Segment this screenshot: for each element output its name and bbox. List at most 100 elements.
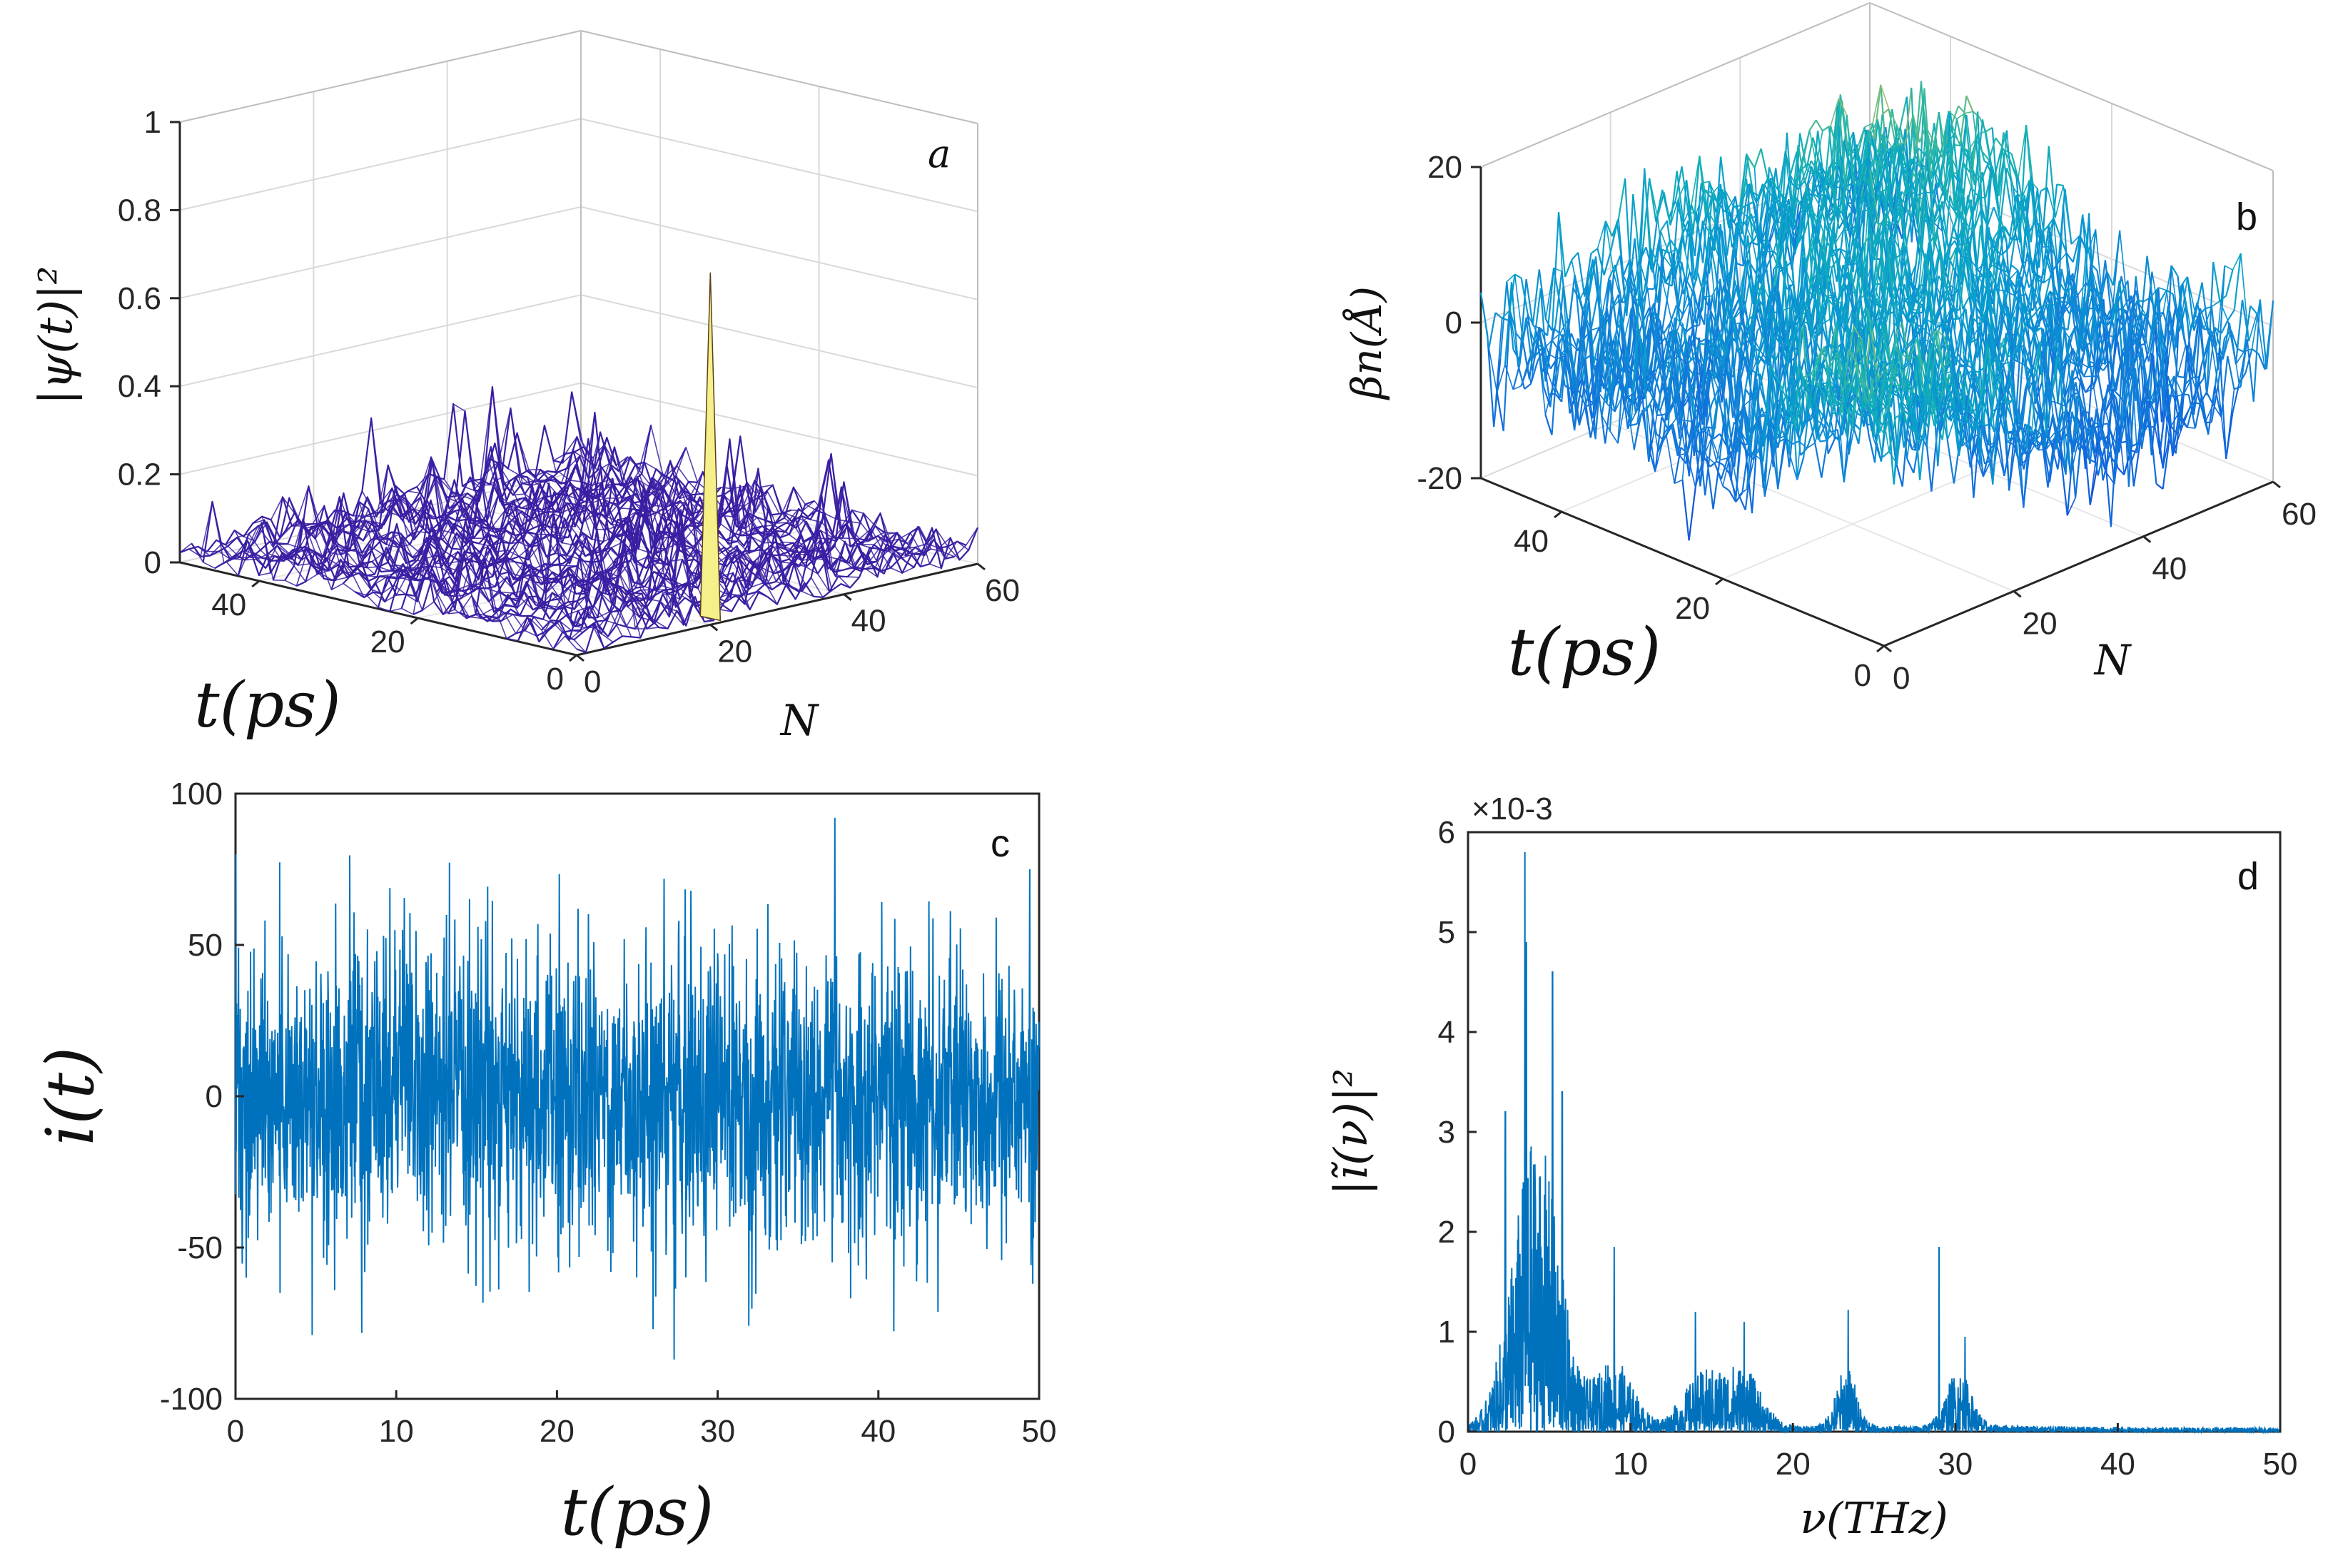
mesh-segment-n	[1969, 399, 1978, 422]
mesh-segment-n	[1930, 422, 1939, 492]
mesh-segment-t	[1960, 437, 1969, 450]
panel-a-y-tick-label: 40	[851, 604, 886, 639]
mesh-line-n	[307, 509, 705, 622]
mesh-segment-t	[2095, 229, 2105, 314]
mesh-segment-n	[2105, 390, 2114, 473]
mesh-segment-t	[2170, 412, 2180, 427]
mesh-segment-n	[2059, 282, 2068, 294]
panel-b-y-tick-label: 20	[2023, 606, 2058, 641]
mesh-segment-t	[2097, 439, 2107, 473]
mesh-segment-n	[2073, 439, 2081, 446]
mesh-segment-t	[1844, 308, 1853, 333]
mesh-segment-t	[1844, 132, 1854, 218]
mesh-segment-t	[1656, 216, 1666, 283]
mesh-segment-t	[1958, 395, 1968, 456]
mesh-segment-t	[1793, 293, 1803, 325]
mesh-segment-t	[1850, 320, 1860, 384]
mesh-segment-t	[1739, 488, 1748, 496]
mesh-segment-t	[1801, 394, 1811, 430]
mesh-segment-t	[1751, 196, 1761, 243]
mesh-segment-t	[2067, 497, 2076, 516]
mesh-segment-t	[1776, 151, 1786, 201]
mesh-segment-t	[1709, 181, 1719, 202]
mesh-segment-t	[1703, 437, 1713, 457]
mesh-segment-t	[1783, 381, 1793, 423]
mesh-segment-t	[1608, 349, 1617, 365]
mesh-segment-t	[1871, 258, 1881, 331]
mesh-segment-t	[1974, 119, 1983, 186]
mesh-segment-t	[1584, 359, 1593, 419]
mesh-segment-t	[2216, 265, 2225, 346]
mesh-segment-t	[1869, 131, 1879, 162]
mesh-segment-t	[1774, 286, 1784, 339]
mesh-segment-t	[1808, 272, 1818, 306]
mesh-segment-t	[1829, 244, 1839, 263]
mesh-segment-n	[1882, 328, 1891, 365]
mesh-segment-t	[1993, 238, 2003, 270]
mesh-segment-t	[1730, 335, 1740, 442]
mesh-segment-t	[1831, 248, 1841, 258]
mesh-segment-n	[1987, 344, 1995, 398]
mesh-segment-t	[1540, 328, 1550, 355]
mesh-segment-n	[1812, 137, 1821, 163]
mesh-segment-t	[1745, 450, 1754, 460]
mesh-segment-t	[2137, 300, 2146, 315]
mesh-segment-t	[1848, 413, 1858, 455]
mesh-segment-t	[1956, 404, 1966, 421]
mesh-segment-t	[2055, 304, 2065, 398]
mesh-segment-t	[1851, 230, 1861, 256]
mesh-segment-t	[1935, 320, 1945, 388]
mesh-segment-t	[2100, 424, 2110, 455]
mesh-segment-t	[1915, 313, 1925, 361]
mesh-segment-n	[1821, 437, 1829, 478]
mesh-segment-t	[1980, 227, 1990, 313]
mesh-segment-t	[1965, 365, 1975, 383]
mesh-segment-t	[2045, 437, 2055, 450]
mesh-segment-t	[2041, 328, 2050, 401]
mesh-segment-t	[1838, 384, 1848, 441]
mesh-segment-t	[1756, 320, 1766, 367]
mesh-segment-t	[1918, 147, 1927, 157]
mesh-segment-t	[1903, 306, 1913, 328]
mesh-segment-n	[1722, 485, 1730, 492]
mesh-segment-n	[1674, 317, 1682, 382]
mesh-segment-n	[1970, 338, 1978, 343]
mesh-segment-t	[1729, 213, 1739, 233]
mesh-segment-t	[1883, 133, 1893, 148]
mesh-segment-n	[1890, 412, 1898, 465]
mesh-segment-t	[1942, 361, 1951, 368]
mesh-segment-t	[2058, 403, 2067, 407]
mesh-segment-n	[1696, 272, 1705, 298]
mesh-segment-t	[1925, 253, 1934, 323]
mesh-segment-t	[1574, 274, 1584, 310]
mesh-segment-t	[1625, 395, 1635, 450]
mesh-segment-t	[1928, 373, 1937, 398]
mesh-segment-n	[2102, 360, 2110, 371]
mesh-segment-t	[1818, 360, 1828, 399]
mesh-segment-t	[2044, 298, 2054, 344]
mesh-segment-t	[2224, 265, 2233, 270]
mesh-segment-n	[1941, 374, 1950, 440]
mesh-segment-n	[2058, 345, 2067, 470]
mesh-segment-t	[1959, 145, 1969, 151]
mesh-segment-t	[2198, 315, 2207, 395]
mesh-segment-t	[1586, 397, 1596, 440]
mesh-segment-n	[1499, 281, 1508, 359]
mesh-segment-n	[1906, 114, 1914, 212]
x-tick-label: 30	[700, 1414, 735, 1449]
mesh-segment-n	[1539, 288, 1548, 371]
mesh-segment-n	[1774, 219, 1783, 337]
mesh-segment-t	[1825, 222, 1834, 276]
mesh-segment-t	[1833, 401, 1843, 408]
mesh-segment-t	[1771, 366, 1780, 383]
mesh-segment-t	[1792, 320, 1802, 347]
mesh-segment-t	[1927, 394, 1937, 420]
mesh-segment-t	[1938, 400, 1948, 440]
mesh-segment-n	[1901, 322, 1910, 360]
x-tick-label: 30	[1938, 1447, 1973, 1482]
mesh-segment-t	[2140, 311, 2150, 352]
mesh-segment-t	[1714, 354, 1724, 398]
panel-a-ylabel: N	[779, 696, 820, 746]
mesh-segment-t	[2022, 311, 2031, 315]
